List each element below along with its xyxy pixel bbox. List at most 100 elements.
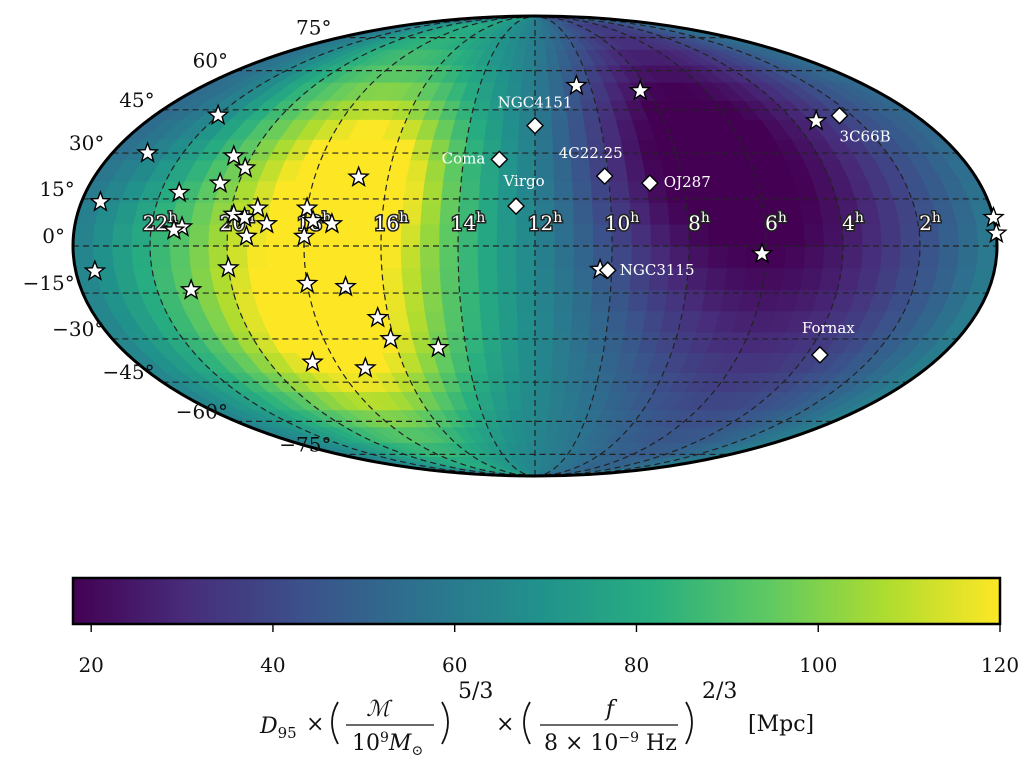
sky-cell (476, 245, 498, 269)
star-marker (222, 144, 246, 166)
star-marker (804, 109, 828, 131)
ra-tick-label: 22h (143, 210, 177, 235)
star-marker (295, 271, 319, 294)
source-label: Virgo (502, 172, 544, 190)
sky-cell (457, 245, 478, 269)
star-marker (162, 218, 186, 240)
sky-cell (534, 245, 555, 269)
sky-cell (783, 245, 805, 269)
sky-cell (879, 245, 902, 269)
dec-tick-label: 75° (296, 16, 331, 40)
sky-cell (399, 245, 421, 269)
sky-cell (361, 245, 383, 269)
sky-cell (342, 245, 363, 269)
svg-text:D95: D95 (259, 714, 297, 742)
sky-cell (362, 267, 385, 290)
sky-cell (476, 223, 498, 247)
sky-cell (419, 223, 440, 247)
colorbar-tick-label: 20 (78, 653, 103, 677)
sky-cell (534, 64, 549, 83)
sky-cell (534, 352, 553, 373)
dec-tick-label: −15° (23, 271, 75, 295)
sky-cell (570, 310, 591, 333)
ra-tick-label: 14h (451, 210, 485, 235)
sky-cell (630, 223, 651, 247)
sky-cell (553, 267, 574, 290)
star-marker (565, 73, 588, 96)
sky-cell (742, 267, 766, 290)
ra-gridline (534, 16, 844, 476)
sky-cell (550, 352, 570, 373)
source-marker (490, 150, 509, 169)
star-marker (366, 305, 390, 328)
sky-cell (668, 223, 690, 247)
sky-cell (419, 245, 440, 269)
sky-cell (322, 245, 344, 269)
sky-cell (936, 223, 959, 247)
sky-cell (497, 310, 518, 333)
colorbar-label: D95 × ℳ 109M⊙ 5/3 × f 8 × 10−9 Hz 2/3 [M… (259, 679, 814, 759)
source-marker (640, 174, 659, 193)
star-marker (292, 224, 316, 247)
source-label: NGC3115 (620, 261, 695, 279)
svg-text:2/3: 2/3 (702, 679, 737, 704)
sky-cell (780, 267, 804, 290)
star-marker (233, 205, 256, 228)
sky-cell (570, 159, 591, 182)
sky-cell (265, 245, 287, 269)
sky-cell (623, 159, 647, 182)
sky-cell (917, 245, 940, 269)
star-marker (301, 350, 324, 373)
sky-cell (550, 119, 570, 140)
ra-gridline (380, 16, 536, 476)
sky-cell (588, 310, 610, 333)
source-marker (507, 197, 526, 216)
svg-text:ℳ: ℳ (366, 697, 393, 722)
sky-cell (551, 331, 572, 354)
ra-gridline (534, 16, 690, 476)
star-marker (379, 326, 402, 349)
svg-text:×: × (496, 712, 514, 737)
sky-cell (534, 138, 554, 161)
sky-cell (879, 223, 902, 247)
star-marker (255, 211, 279, 234)
sky-cell (553, 245, 574, 269)
sky-cell (438, 245, 459, 269)
sky-cell (477, 267, 498, 290)
sky-cell (649, 223, 671, 247)
star-marker (982, 205, 1005, 228)
sky-cell (73, 245, 95, 269)
sky-cell (841, 245, 863, 269)
sky-cell (761, 267, 785, 290)
star-marker (334, 274, 358, 297)
star-marker (222, 202, 246, 225)
sky-cell (566, 119, 587, 140)
sky-cell (381, 267, 404, 290)
star-marker (208, 171, 232, 194)
sky-cell (342, 202, 366, 225)
sky-cell (188, 245, 210, 269)
sky-cell (572, 223, 594, 247)
sky-cell (400, 267, 423, 290)
ra-gridline (534, 16, 613, 476)
dec-tick-label: 0° (42, 224, 65, 248)
sky-cell (534, 409, 549, 428)
star-marker (353, 356, 377, 378)
sky-cell (460, 310, 482, 333)
sky-cell (956, 223, 979, 247)
source-marker (598, 261, 617, 280)
sky-cell (552, 310, 573, 333)
star-marker (233, 156, 257, 178)
sky-cell (764, 245, 786, 269)
ra-gridline (226, 16, 536, 476)
sky-cell (742, 202, 766, 225)
source-marker (526, 116, 544, 135)
sky-cell (516, 310, 536, 333)
sky-cell (707, 223, 728, 247)
star-marker (179, 278, 203, 300)
sky-cell (898, 223, 921, 247)
ra-gridline (534, 16, 921, 476)
sky-cell (745, 223, 767, 247)
sky-cell (975, 245, 997, 269)
sky-cell (726, 245, 748, 269)
